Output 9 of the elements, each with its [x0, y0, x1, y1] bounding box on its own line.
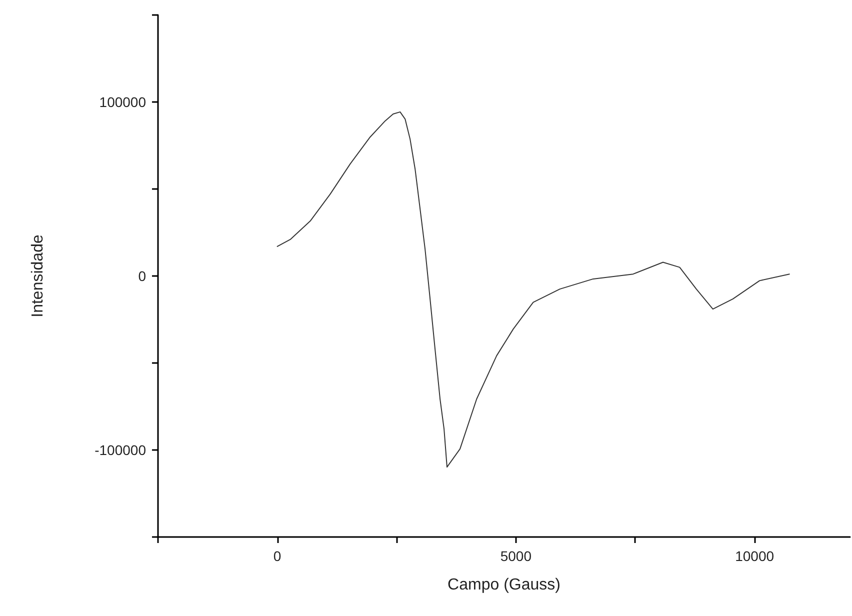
y-tick-label: 0 — [138, 268, 146, 284]
x-tick-label: 10000 — [735, 548, 774, 564]
x-tick-label: 0 — [273, 548, 282, 564]
y-axis-title: Intensidade — [30, 234, 46, 318]
x-tick-label: 5000 — [500, 548, 532, 564]
y-tick-label: 100000 — [99, 94, 146, 110]
line-series — [276, 111, 790, 468]
y-tick-label: -100000 — [94, 442, 146, 458]
x-axis-title: Campo (Gauss) — [448, 576, 560, 594]
